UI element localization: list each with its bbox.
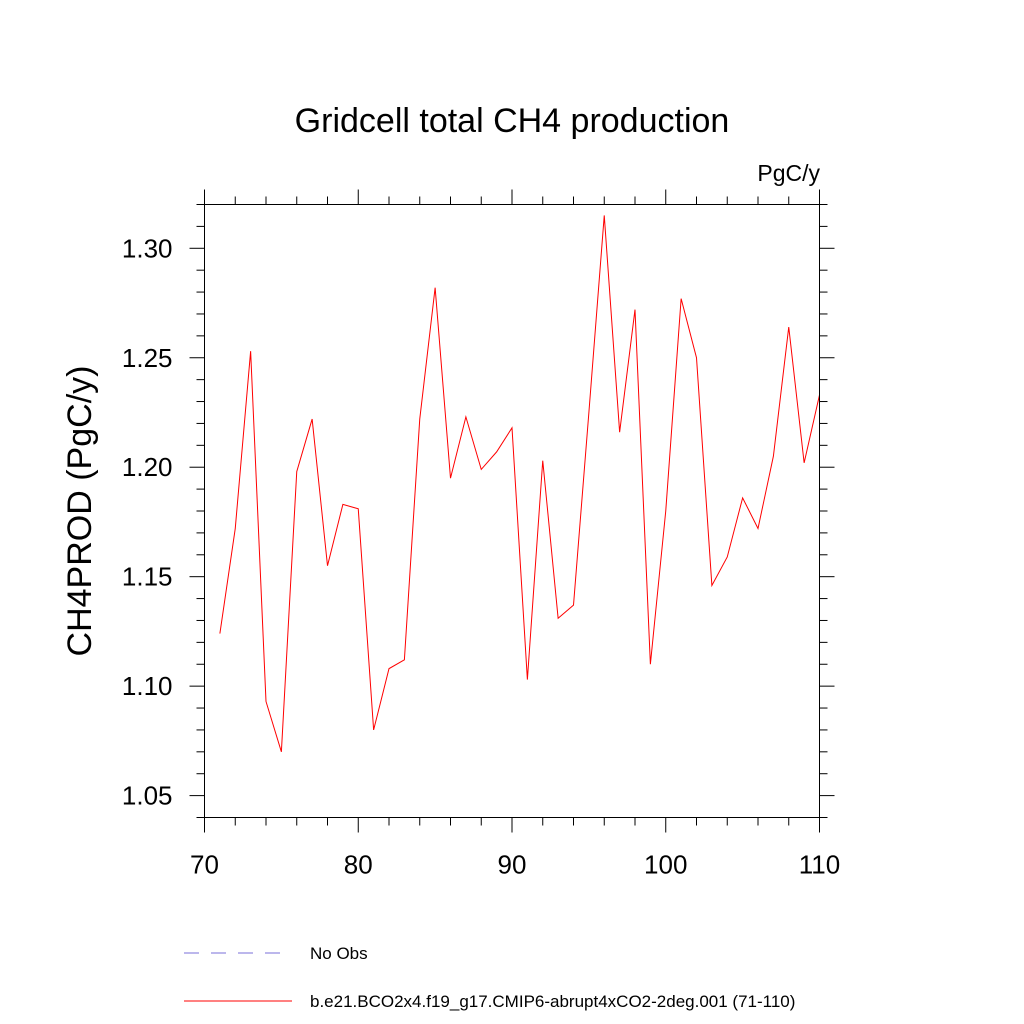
axis-ticks: 70 80 90 100 110 1.05 1.10 1.15 1.20 1.25 1.30 <box>122 189 840 880</box>
x-tick-label: 90 <box>498 850 527 880</box>
y-axis-label: CH4PROD (PgC/y) <box>61 366 99 657</box>
y-tick-label: 1.30 <box>122 233 173 263</box>
y-tick-label: 1.10 <box>122 671 173 701</box>
legend-label: b.e21.BCO2x4.f19_g17.CMIP6-abrupt4xCO2-2… <box>310 992 795 1011</box>
y-tick-label: 1.25 <box>122 343 173 373</box>
legend-label: No Obs <box>310 944 368 963</box>
plot-frame <box>204 204 820 818</box>
x-tick-label: 80 <box>344 850 373 880</box>
units-label: PgC/y <box>757 160 820 186</box>
y-tick-label: 1.20 <box>122 452 173 482</box>
chart-title: Gridcell total CH4 production <box>295 102 730 140</box>
data-series <box>219 215 820 752</box>
x-tick-label: 70 <box>190 850 219 880</box>
y-tick-label: 1.15 <box>122 562 173 592</box>
x-tick-label: 100 <box>644 850 687 880</box>
series-line <box>219 215 820 752</box>
y-tick-label: 1.05 <box>122 781 173 811</box>
x-tick-label: 110 <box>799 850 840 880</box>
legend: No Obs b.e21.BCO2x4.f19_g17.CMIP6-abrupt4… <box>184 944 795 1011</box>
